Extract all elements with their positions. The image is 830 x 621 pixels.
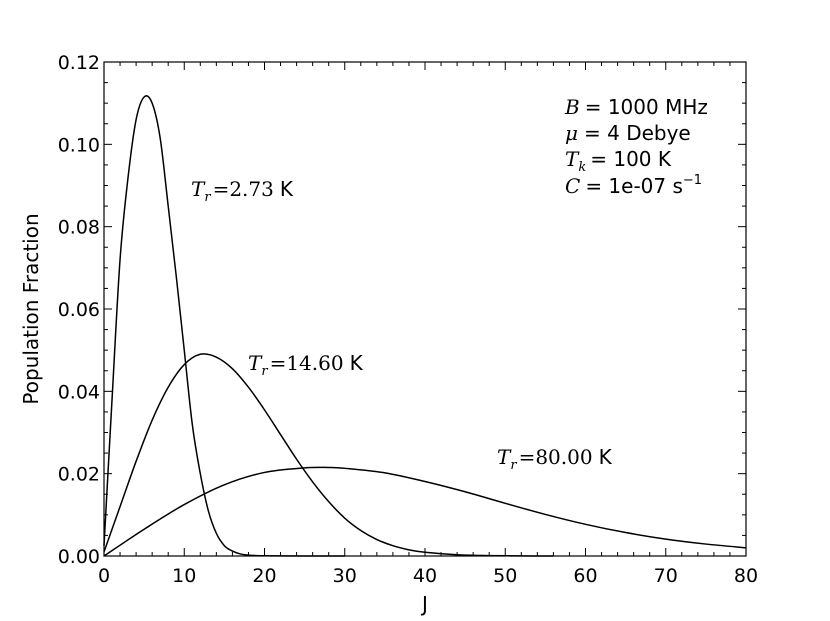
curve-label-14-60: Tr =14.60 K (248, 351, 364, 379)
tick-labels: 0 10 20 30 40 50 60 70 80 0.00 0.02 0.04 0.06 0.08 0.1… (58, 52, 758, 587)
y-tick-label: 0.12 (58, 52, 100, 74)
curve-label-80-00: Tr =80.00 K (497, 445, 613, 473)
annotation-mu: μ = 4 Debye (565, 121, 691, 145)
y-axis-label: Population Fraction (19, 213, 43, 404)
x-tick-label: 80 (734, 565, 758, 587)
curve-label-2-73: Tr =2.73 K (191, 177, 294, 205)
y-tick-label: 0.02 (58, 464, 100, 486)
svg-text:Tr=14.60K: Tr =14.60 K (248, 351, 364, 379)
x-tick-label: 20 (252, 565, 276, 587)
x-tick-label: 30 (333, 565, 357, 587)
annotation-B: B = 1000 MHz (564, 95, 708, 119)
svg-text:Tr=2.73K: Tr =2.73 K (191, 177, 294, 205)
x-tick-label: 0 (98, 565, 110, 587)
y-tick-label: 0.06 (58, 299, 100, 321)
y-tick-label: 0.04 (58, 381, 100, 403)
series-line-3 (103, 466, 747, 557)
series-lines (103, 95, 747, 557)
x-tick-label: 50 (493, 565, 517, 587)
series-line-2 (103, 353, 554, 557)
series-line-1 (103, 95, 345, 557)
x-tick-label: 40 (413, 565, 437, 587)
x-tick-label: 10 (172, 565, 196, 587)
x-axis-label: J (420, 592, 428, 616)
y-tick-label: 0.08 (58, 217, 100, 239)
svg-text:Tr=80.00K: Tr =80.00 K (497, 445, 613, 473)
x-tick-label: 60 (573, 565, 597, 587)
x-tick-label: 70 (654, 565, 678, 587)
y-tick-label: 0.10 (58, 134, 100, 156)
annotation-C: C = 1e-07 s−1 (565, 173, 702, 198)
plot-area (103, 61, 747, 557)
parameter-annotation: B = 1000 MHz μ = 4 Debye Tk = 100 K C = 1e-0… (564, 95, 708, 198)
annotation-Tk: Tk = 100 K (565, 147, 672, 175)
y-tick-label: 0.00 (58, 546, 100, 568)
